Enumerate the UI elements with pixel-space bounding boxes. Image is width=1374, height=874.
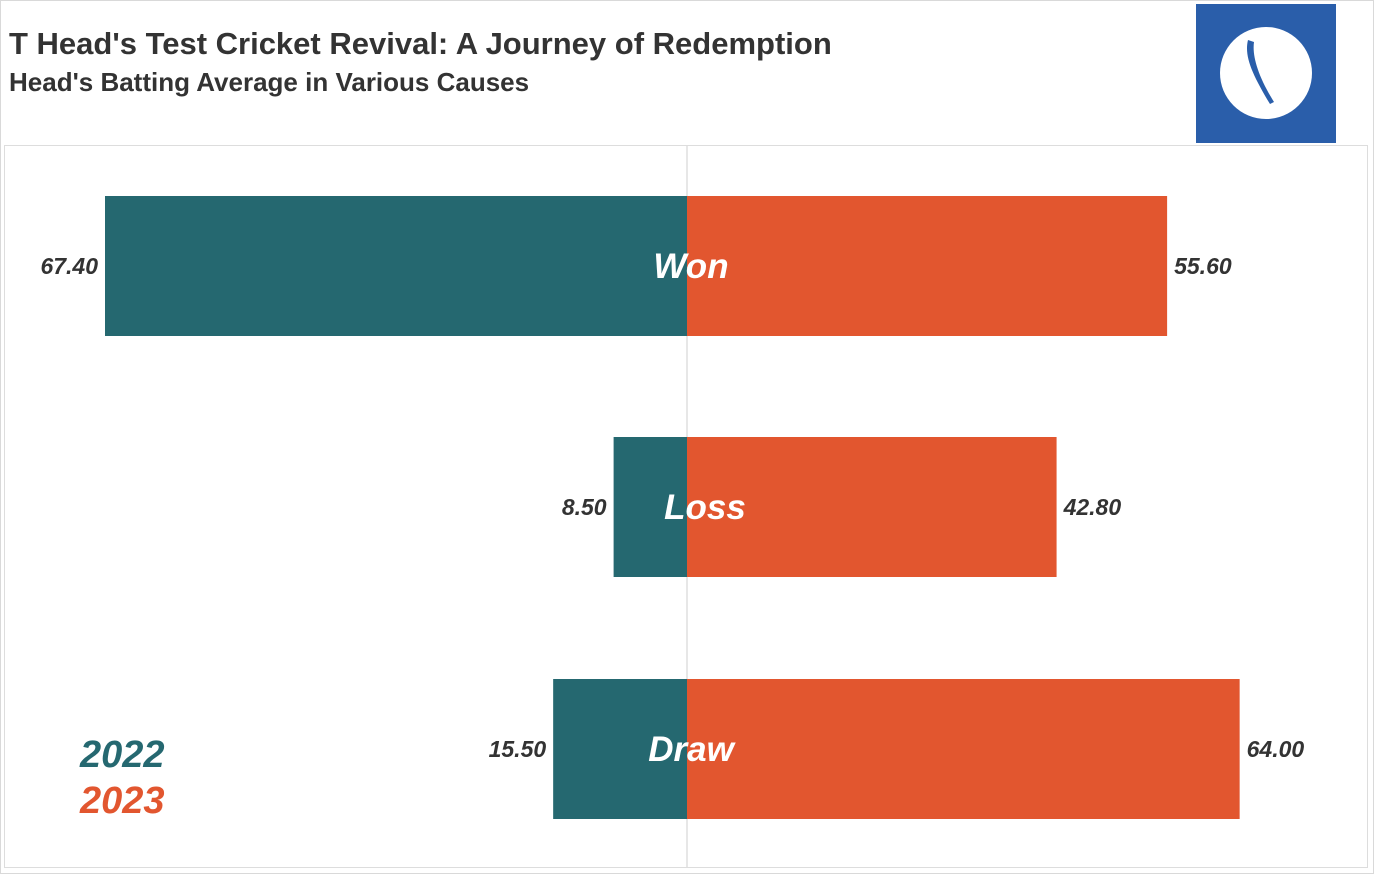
value-label-2023-draw: 64.00	[1247, 736, 1305, 762]
chart-subtitle: Head's Batting Average in Various Causes	[9, 67, 530, 97]
cricket-ball-logo-icon	[1196, 4, 1336, 143]
bar-2023-draw	[687, 679, 1240, 819]
bar-2023-loss	[687, 437, 1057, 577]
bars-group	[105, 196, 1240, 819]
category-label-won: Won	[653, 247, 728, 286]
category-label-draw: Draw	[648, 730, 736, 769]
logo-seam	[1246, 40, 1274, 104]
value-label-2022-won: 67.40	[40, 253, 98, 279]
value-label-2023-won: 55.60	[1174, 253, 1232, 279]
bar-2022-loss	[613, 437, 687, 577]
logo-graphic	[1196, 4, 1336, 143]
category-label-loss: Loss	[664, 488, 746, 527]
legend-entry-2022: 2022	[80, 734, 165, 776]
bar-2022-won	[105, 196, 687, 336]
labels-group: 67.40 55.60 Won 8.50 42.80 Loss 15.50 64.00 Draw	[40, 247, 1304, 769]
value-label-2022-loss: 8.50	[562, 494, 607, 520]
legend-entry-2023: 2023	[80, 780, 165, 822]
legend: 2022 2023	[80, 732, 165, 824]
bar-2022-draw	[553, 679, 687, 819]
value-label-2023-loss: 42.80	[1063, 494, 1122, 520]
plot-area	[4, 145, 1368, 868]
value-label-2022-draw: 15.50	[489, 736, 547, 762]
chart-title: T Head's Test Cricket Revival: A Journey…	[9, 26, 832, 61]
logo-ball	[1220, 27, 1312, 119]
bar-2023-won	[687, 196, 1168, 336]
